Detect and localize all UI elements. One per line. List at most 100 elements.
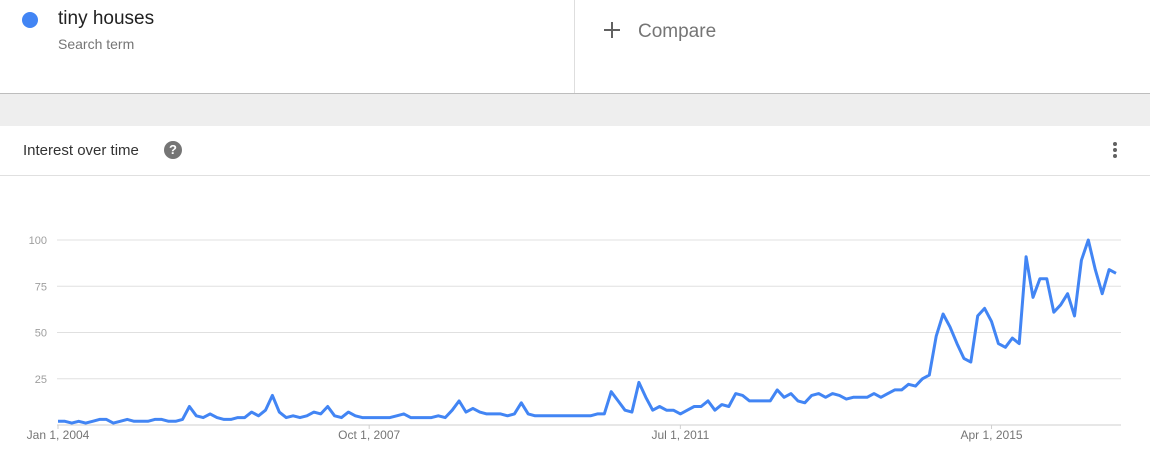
data-point[interactable] — [215, 416, 219, 420]
data-point[interactable] — [706, 399, 710, 403]
data-point[interactable] — [388, 416, 392, 420]
data-point[interactable] — [1100, 292, 1104, 296]
data-point[interactable] — [1059, 303, 1063, 307]
data-point[interactable] — [277, 410, 281, 414]
data-point[interactable] — [429, 416, 433, 420]
data-point[interactable] — [70, 421, 74, 425]
compare-button[interactable]: Compare — [575, 0, 1150, 93]
data-point[interactable] — [63, 419, 67, 423]
data-point[interactable] — [782, 395, 786, 399]
data-point[interactable] — [941, 312, 945, 316]
data-point[interactable] — [1031, 295, 1035, 299]
data-point[interactable] — [1086, 238, 1090, 242]
data-point[interactable] — [865, 395, 869, 399]
data-point[interactable] — [298, 416, 302, 420]
data-point[interactable] — [665, 408, 669, 412]
data-point[interactable] — [353, 414, 357, 418]
data-point[interactable] — [1052, 310, 1056, 314]
data-point[interactable] — [851, 395, 855, 399]
data-point[interactable] — [844, 397, 848, 401]
data-point[interactable] — [671, 408, 675, 412]
data-point[interactable] — [381, 416, 385, 420]
data-point[interactable] — [810, 393, 814, 397]
data-point[interactable] — [533, 414, 537, 418]
data-point[interactable] — [900, 388, 904, 392]
data-point[interactable] — [1003, 345, 1007, 349]
data-point[interactable] — [824, 395, 828, 399]
data-point[interactable] — [699, 405, 703, 409]
data-point[interactable] — [817, 392, 821, 396]
data-point[interactable] — [222, 417, 226, 421]
data-point[interactable] — [1066, 292, 1070, 296]
data-point[interactable] — [257, 414, 261, 418]
data-point[interactable] — [789, 392, 793, 396]
data-point[interactable] — [291, 414, 295, 418]
data-point[interactable] — [284, 416, 288, 420]
data-point[interactable] — [741, 393, 745, 397]
data-point[interactable] — [796, 399, 800, 403]
data-point[interactable] — [416, 416, 420, 420]
data-point[interactable] — [720, 403, 724, 407]
data-point[interactable] — [402, 412, 406, 416]
data-point[interactable] — [1024, 255, 1028, 259]
data-point[interactable] — [1107, 268, 1111, 272]
data-point[interactable] — [651, 408, 655, 412]
data-point[interactable] — [111, 421, 115, 425]
data-point[interactable] — [962, 356, 966, 360]
data-point[interactable] — [243, 416, 247, 420]
data-point[interactable] — [77, 419, 81, 423]
data-point[interactable] — [934, 334, 938, 338]
data-point[interactable] — [955, 342, 959, 346]
data-point[interactable] — [270, 393, 274, 397]
data-point[interactable] — [1079, 258, 1083, 262]
data-point[interactable] — [464, 410, 468, 414]
data-point[interactable] — [658, 405, 662, 409]
data-point[interactable] — [478, 410, 482, 414]
data-point[interactable] — [409, 416, 413, 420]
data-point[interactable] — [395, 414, 399, 418]
data-point[interactable] — [969, 360, 973, 364]
data-point[interactable] — [84, 421, 88, 425]
data-point[interactable] — [125, 417, 129, 421]
data-point[interactable] — [367, 416, 371, 420]
data-point[interactable] — [561, 414, 565, 418]
data-point[interactable] — [1038, 277, 1042, 281]
data-point[interactable] — [568, 414, 572, 418]
data-point[interactable] — [920, 377, 924, 381]
data-point[interactable] — [91, 419, 95, 423]
search-term-name[interactable]: tiny houses — [58, 8, 154, 30]
data-point[interactable] — [457, 399, 461, 403]
data-point[interactable] — [471, 406, 475, 410]
data-point[interactable] — [340, 416, 344, 420]
data-point[interactable] — [754, 399, 758, 403]
data-point[interactable] — [146, 419, 150, 423]
data-point[interactable] — [485, 412, 489, 416]
data-point[interactable] — [602, 412, 606, 416]
data-point[interactable] — [692, 405, 696, 409]
data-point[interactable] — [450, 408, 454, 412]
data-point[interactable] — [734, 392, 738, 396]
data-point[interactable] — [499, 412, 503, 416]
data-point[interactable] — [360, 416, 364, 420]
data-point[interactable] — [554, 414, 558, 418]
data-point[interactable] — [886, 392, 890, 396]
data-point[interactable] — [830, 392, 834, 396]
data-point[interactable] — [187, 405, 191, 409]
data-point[interactable] — [326, 405, 330, 409]
data-point[interactable] — [319, 412, 323, 416]
data-point[interactable] — [443, 416, 447, 420]
data-point[interactable] — [312, 410, 316, 414]
data-point[interactable] — [208, 412, 212, 416]
data-point[interactable] — [512, 412, 516, 416]
data-point[interactable] — [104, 417, 108, 421]
data-point[interactable] — [837, 393, 841, 397]
data-point[interactable] — [1010, 336, 1014, 340]
data-point[interactable] — [948, 325, 952, 329]
data-point[interactable] — [616, 399, 620, 403]
data-point[interactable] — [990, 319, 994, 323]
series-line[interactable] — [58, 240, 1116, 423]
data-point[interactable] — [588, 414, 592, 418]
data-point[interactable] — [1073, 314, 1077, 318]
data-point[interactable] — [263, 408, 267, 412]
data-point[interactable] — [526, 412, 530, 416]
